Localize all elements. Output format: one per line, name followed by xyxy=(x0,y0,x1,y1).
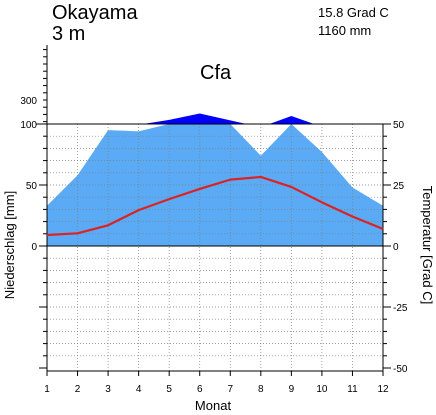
temp-tick-label: 0 xyxy=(393,242,399,253)
mean-temperature: 15.8 Grad C xyxy=(318,5,389,20)
annual-precipitation: 1160 mm xyxy=(318,23,371,38)
precip-tick-label: 0 xyxy=(31,242,37,253)
precip-tick-label: 100 xyxy=(20,120,37,131)
month-tick-label: 10 xyxy=(316,384,328,395)
month-tick-label: 11 xyxy=(347,384,358,395)
month-tick-label: 4 xyxy=(136,384,142,395)
axes xyxy=(36,45,391,376)
left-axis-title: Niederschlag [mm] xyxy=(2,191,17,299)
precip-tick-label: 50 xyxy=(26,181,38,192)
temperature-series xyxy=(46,175,384,237)
station-name: Okayama xyxy=(52,2,138,24)
temp-tick-label: -50 xyxy=(393,364,408,375)
right-axis-title: Temperatur [Grad C] xyxy=(420,186,435,305)
precipitation-excess-area xyxy=(143,113,315,124)
month-tick-label: 5 xyxy=(166,384,172,395)
grid-lines xyxy=(47,124,383,371)
x-axis-title: Monat xyxy=(195,398,232,413)
temperature-line xyxy=(46,175,384,237)
temp-tick-label: 25 xyxy=(393,181,405,192)
climate-class: Cfa xyxy=(200,62,232,84)
precipitation-excess-fill xyxy=(143,113,315,124)
month-tick-label: 6 xyxy=(197,384,203,395)
month-tick-label: 7 xyxy=(227,384,233,395)
temp-tick-label: 50 xyxy=(393,120,405,131)
month-tick-label: 12 xyxy=(377,384,389,395)
station-elevation: 3 m xyxy=(52,23,85,45)
month-tick-label: 1 xyxy=(44,384,50,395)
month-tick-label: 3 xyxy=(105,384,111,395)
month-tick-label: 8 xyxy=(258,384,264,395)
precip-upper-tick-label: 300 xyxy=(20,96,37,107)
month-tick-label: 2 xyxy=(75,384,81,395)
month-tick-label: 9 xyxy=(289,384,295,395)
temp-tick-label: -25 xyxy=(393,303,408,314)
